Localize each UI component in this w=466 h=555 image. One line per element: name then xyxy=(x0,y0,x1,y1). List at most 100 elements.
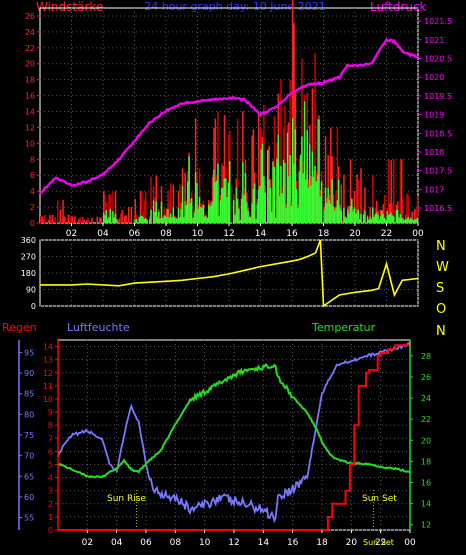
wind-avg-bar xyxy=(200,206,202,223)
gust-bar xyxy=(72,220,75,223)
wind-avg-bar xyxy=(109,208,112,223)
gust-bar xyxy=(167,190,169,223)
temperatur-tick-label: 20 xyxy=(421,436,431,445)
wind-avg-bar xyxy=(240,198,243,223)
wind-avg-bar xyxy=(253,183,256,223)
wind-avg-bar xyxy=(328,200,331,223)
wind-avg-bar xyxy=(327,187,329,223)
temperatur-tick-label: 12 xyxy=(421,521,431,530)
gust-bar xyxy=(47,219,50,223)
wind-avg-bar xyxy=(352,211,354,223)
wind-avg-bar xyxy=(251,203,253,223)
regen-tick-label: 6 xyxy=(48,447,53,456)
luftfeuchte-tick-label: 80 xyxy=(24,410,34,419)
wind-avg-bar xyxy=(168,217,171,223)
regen-tick-label: 12 xyxy=(43,369,53,378)
gust-bar xyxy=(194,118,197,223)
dir-label-o: O xyxy=(436,302,446,317)
luftfeuchte-tick-label: 65 xyxy=(24,472,34,481)
wind-avg-bar xyxy=(264,192,266,223)
gust-bar xyxy=(155,175,158,223)
gust-bar xyxy=(41,216,43,223)
wind-avg-bar xyxy=(334,210,336,223)
gust-bar xyxy=(82,216,84,223)
gust-bar xyxy=(96,216,98,223)
gust-bar xyxy=(145,191,147,223)
wind-avg-bar xyxy=(248,216,251,223)
wind-avg-bar xyxy=(281,193,284,223)
wind-avg-bar xyxy=(345,218,348,223)
gust-bar xyxy=(252,129,255,223)
gust-bar xyxy=(150,176,152,223)
gust-bar xyxy=(343,174,345,223)
wind-avg-bar xyxy=(311,151,314,223)
gust-bar xyxy=(125,215,127,223)
wind-avg-bar xyxy=(108,217,110,223)
gust-bar xyxy=(414,209,416,223)
wind-avg-bar xyxy=(407,216,410,223)
gust-bar xyxy=(402,199,404,223)
gust-bar xyxy=(130,207,133,223)
wind-avg-bar xyxy=(204,216,206,223)
gust-bar xyxy=(87,217,89,223)
bottom-time-tick-label: 18 xyxy=(316,538,328,548)
sun-set-axis-label: Sun Set xyxy=(363,538,394,547)
wind-avg-bar xyxy=(198,196,201,223)
gust-bar xyxy=(316,118,319,223)
gust-bar xyxy=(117,220,119,223)
wind-avg-bar xyxy=(298,171,301,223)
wind-avg-bar xyxy=(215,180,218,223)
wind-avg-bar xyxy=(399,214,402,223)
gust-bar xyxy=(114,191,117,223)
wind-avg-bar xyxy=(316,174,319,223)
wind-avg-bar xyxy=(252,189,255,223)
wind-avg-bar xyxy=(229,161,231,223)
luftdruck-tick-label: 1020 xyxy=(424,73,444,82)
wind-avg-bar xyxy=(227,182,230,223)
gust-bar xyxy=(59,209,62,223)
wind-avg-bar xyxy=(176,219,179,223)
wind-avg-bar xyxy=(397,210,399,223)
wind-avg-bar xyxy=(404,219,407,223)
wind-avg-bar xyxy=(210,205,213,223)
gust-bar xyxy=(399,159,402,223)
wind-avg-bar xyxy=(278,196,281,223)
dir-label-n-bottom: N xyxy=(436,324,446,339)
windstaerke-label: Windstärke xyxy=(36,0,103,14)
wind-avg-bar xyxy=(415,219,417,223)
time-tick-label: 16 xyxy=(286,229,298,239)
wind-avg-bar xyxy=(355,213,357,223)
wind-avg-bar xyxy=(372,207,374,223)
wind-avg-bar xyxy=(217,163,219,223)
wind-avg-bar xyxy=(141,215,143,223)
wind-avg-bar xyxy=(223,178,226,223)
gust-bar xyxy=(211,176,214,223)
gust-bar xyxy=(236,119,239,223)
regen-tick-label: 11 xyxy=(43,382,53,391)
gust-bar xyxy=(293,23,295,224)
luftdruck-tick-label: 1018.5 xyxy=(424,129,452,138)
luftfeuchte-tick-label: 60 xyxy=(24,493,34,502)
luftdruck-tick-label: 1017.5 xyxy=(424,167,452,176)
wind-avg-bar xyxy=(309,144,311,223)
wind-avg-bar xyxy=(336,200,339,223)
wind-avg-bar xyxy=(259,185,261,223)
regen-tick-label: 2 xyxy=(48,500,53,509)
time-tick-label: 14 xyxy=(255,229,267,239)
wind-avg-bar xyxy=(364,210,366,223)
temperatur-tick-label: 26 xyxy=(421,373,431,382)
gust-bar xyxy=(134,199,137,223)
gust-bar xyxy=(356,174,358,223)
gust-bar xyxy=(390,160,392,223)
regen-tick-label: 3 xyxy=(48,487,53,496)
wind-avg-bar xyxy=(158,212,160,223)
wind-avg-bar xyxy=(219,200,222,223)
wind-avg-bar xyxy=(145,217,147,223)
gust-bar xyxy=(400,159,403,223)
wind-avg-bar xyxy=(284,162,286,223)
gust-bar xyxy=(121,210,123,223)
wind-avg-bar xyxy=(189,203,192,223)
wind-direction-axes: 0 90 180 270 360 xyxy=(21,236,36,311)
time-tick-label: 10 xyxy=(192,229,204,239)
